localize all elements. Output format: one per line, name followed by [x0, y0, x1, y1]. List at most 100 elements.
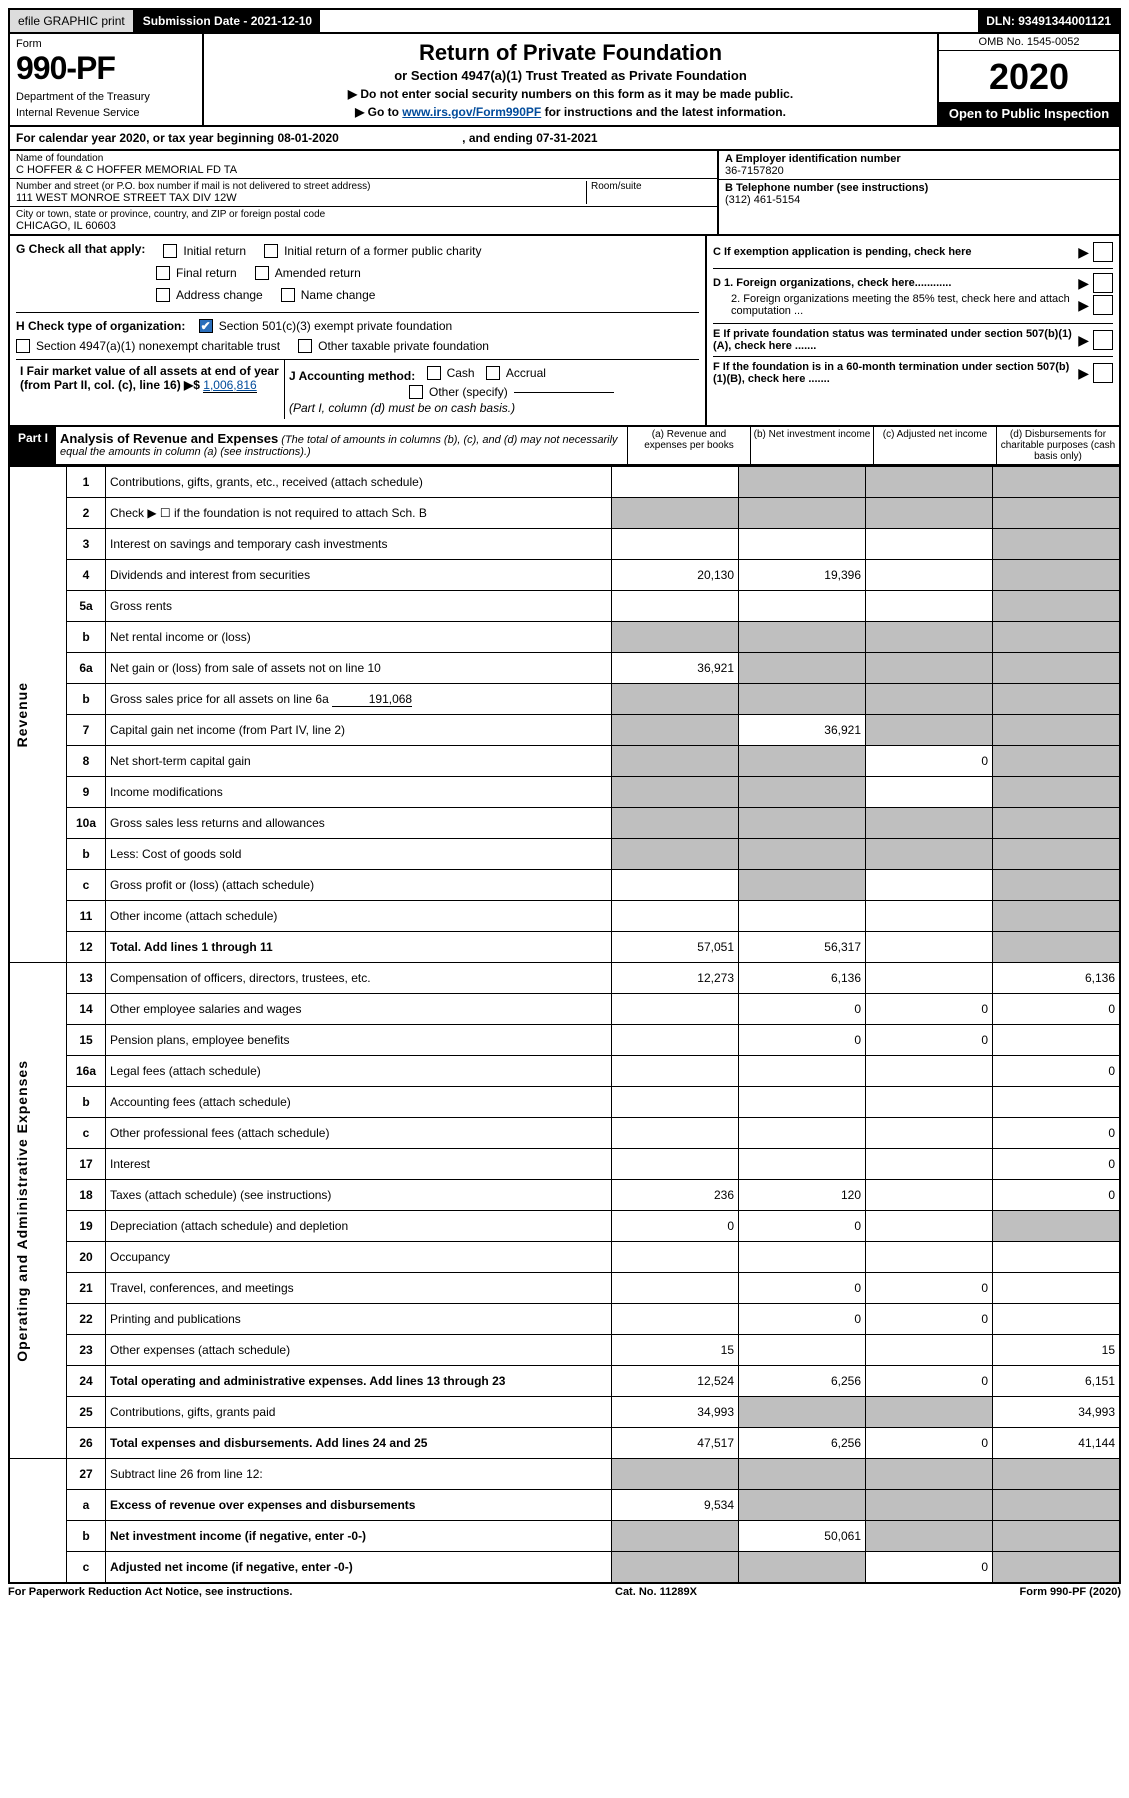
table-row: 9Income modifications [9, 777, 1120, 808]
table-row: 22Printing and publications00 [9, 1304, 1120, 1335]
j-note: (Part I, column (d) must be on cash basi… [289, 401, 695, 415]
table-row: 19Depreciation (attach schedule) and dep… [9, 1211, 1120, 1242]
check-accrual[interactable] [486, 366, 500, 380]
table-row: 27Subtract line 26 from line 12: [9, 1459, 1120, 1490]
footer-right: Form 990-PF (2020) [1020, 1586, 1121, 1598]
check-address[interactable] [156, 288, 170, 302]
check-d1[interactable] [1093, 273, 1113, 293]
phone-label: B Telephone number (see instructions) [725, 182, 1113, 194]
h-label: H Check type of organization: [16, 319, 185, 333]
street-label: Number and street (or P.O. box number if… [16, 181, 586, 192]
form-title: Return of Private Foundation [210, 40, 931, 66]
c-label: C If exemption application is pending, c… [713, 246, 1074, 258]
foundation-name: C HOFFER & C HOFFER MEMORIAL FD TA [16, 164, 711, 176]
arrow-icon: ▶ [1078, 244, 1089, 261]
city-label: City or town, state or province, country… [16, 209, 711, 220]
table-row: 18Taxes (attach schedule) (see instructi… [9, 1180, 1120, 1211]
table-row: 11Other income (attach schedule) [9, 901, 1120, 932]
irs-link[interactable]: www.irs.gov/Form990PF [402, 105, 541, 119]
top-bar: efile GRAPHIC print Submission Date - 20… [8, 8, 1121, 34]
phone-value: (312) 461-5154 [725, 194, 1113, 206]
footer-mid: Cat. No. 11289X [615, 1586, 697, 1598]
table-row: aExcess of revenue over expenses and dis… [9, 1490, 1120, 1521]
part1-table: Revenue 1Contributions, gifts, grants, e… [8, 466, 1121, 1584]
check-e[interactable] [1093, 330, 1113, 350]
foundation-info: Name of foundation C HOFFER & C HOFFER M… [8, 151, 1121, 236]
col-a-header: (a) Revenue and expenses per books [627, 427, 750, 464]
expenses-section-label: Operating and Administrative Expenses [14, 1060, 30, 1362]
room-label: Room/suite [591, 181, 711, 192]
form-number: 990-PF [16, 50, 196, 87]
table-row: 21Travel, conferences, and meetings00 [9, 1273, 1120, 1304]
table-row: cOther professional fees (attach schedul… [9, 1118, 1120, 1149]
form-subtitle: or Section 4947(a)(1) Trust Treated as P… [210, 68, 931, 83]
check-name-change[interactable] [281, 288, 295, 302]
j-label: J Accounting method: [289, 369, 415, 383]
instr-1: ▶ Do not enter social security numbers o… [210, 87, 931, 101]
table-row: 14Other employee salaries and wages000 [9, 994, 1120, 1025]
table-row: bLess: Cost of goods sold [9, 839, 1120, 870]
arrow-icon: ▶ [1078, 275, 1089, 292]
e-label: E If private foundation status was termi… [713, 328, 1074, 352]
open-public-label: Open to Public Inspection [939, 102, 1119, 125]
table-row: cAdjusted net income (if negative, enter… [9, 1552, 1120, 1584]
street-address: 111 WEST MONROE STREET TAX DIV 12W [16, 192, 586, 204]
fmv-value[interactable]: 1,006,816 [203, 378, 256, 393]
year-end: 07-31-2021 [536, 131, 597, 145]
table-row: 23Other expenses (attach schedule)1515 [9, 1335, 1120, 1366]
irs-label: Internal Revenue Service [16, 107, 196, 119]
year-begin: 08-01-2020 [277, 131, 338, 145]
table-row: Revenue 1Contributions, gifts, grants, e… [9, 467, 1120, 498]
table-row: 17Interest0 [9, 1149, 1120, 1180]
check-initial[interactable] [163, 244, 177, 258]
g-label: G Check all that apply: [16, 242, 145, 260]
form-header: Form 990-PF Department of the Treasury I… [8, 34, 1121, 127]
instr-2: ▶ Go to www.irs.gov/Form990PF for instru… [210, 105, 931, 119]
table-row: 20Occupancy [9, 1242, 1120, 1273]
table-row: 7Capital gain net income (from Part IV, … [9, 715, 1120, 746]
table-row: 25Contributions, gifts, grants paid34,99… [9, 1397, 1120, 1428]
table-row: 8Net short-term capital gain0 [9, 746, 1120, 777]
part1-tag: Part I [10, 427, 56, 464]
check-501c3[interactable]: ✔ [199, 319, 213, 333]
col-d-header: (d) Disbursements for charitable purpose… [996, 427, 1119, 464]
check-other-acct[interactable] [409, 385, 423, 399]
city-value: CHICAGO, IL 60603 [16, 220, 711, 232]
footer-left: For Paperwork Reduction Act Notice, see … [8, 1586, 292, 1598]
part1-header-row: Part I Analysis of Revenue and Expenses … [8, 427, 1121, 466]
check-c[interactable] [1093, 242, 1113, 262]
check-cash[interactable] [427, 366, 441, 380]
table-row: 3Interest on savings and temporary cash … [9, 529, 1120, 560]
table-row: bAccounting fees (attach schedule) [9, 1087, 1120, 1118]
check-d2[interactable] [1093, 295, 1113, 315]
check-f[interactable] [1093, 363, 1113, 383]
dln-label: DLN: 93491344001121 [978, 10, 1119, 32]
tax-year: 2020 [939, 51, 1119, 102]
col-b-header: (b) Net investment income [750, 427, 873, 464]
check-initial-former[interactable] [264, 244, 278, 258]
dept-label: Department of the Treasury [16, 91, 196, 103]
table-row: bGross sales price for all assets on lin… [9, 684, 1120, 715]
arrow-icon: ▶ [1078, 365, 1089, 382]
check-final[interactable] [156, 266, 170, 280]
d1-label: D 1. Foreign organizations, check here..… [713, 277, 1074, 289]
table-row: bNet rental income or (loss) [9, 622, 1120, 653]
ein-value: 36-7157820 [725, 165, 1113, 177]
f-label: F If the foundation is in a 60-month ter… [713, 361, 1074, 385]
page-footer: For Paperwork Reduction Act Notice, see … [8, 1586, 1121, 1598]
table-row: Operating and Administrative Expenses 13… [9, 963, 1120, 994]
table-row: 10aGross sales less returns and allowanc… [9, 808, 1120, 839]
check-4947[interactable] [16, 339, 30, 353]
check-amended[interactable] [255, 266, 269, 280]
table-row: 2Check ▶ ☐ if the foundation is not requ… [9, 498, 1120, 529]
arrow-icon: ▶ [1078, 297, 1089, 314]
efile-label[interactable]: efile GRAPHIC print [10, 10, 135, 32]
check-other-tax[interactable] [298, 339, 312, 353]
table-row: 5aGross rents [9, 591, 1120, 622]
table-row: 16aLegal fees (attach schedule)0 [9, 1056, 1120, 1087]
d2-label: 2. Foreign organizations meeting the 85%… [713, 293, 1074, 317]
arrow-icon: ▶ [1078, 332, 1089, 349]
submission-date: Submission Date - 2021-12-10 [135, 10, 320, 32]
table-row: 15Pension plans, employee benefits00 [9, 1025, 1120, 1056]
name-label: Name of foundation [16, 153, 711, 164]
